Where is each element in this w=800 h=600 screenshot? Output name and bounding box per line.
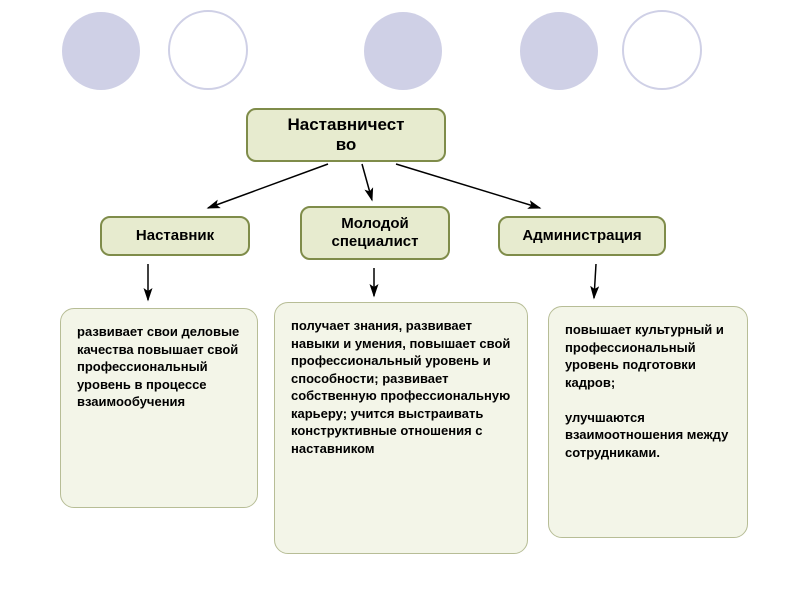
mid-box-young: Молодой специалист <box>300 206 450 260</box>
detail-box-young-d: получает знания, развивает навыки и умен… <box>274 302 528 554</box>
decor-circle <box>62 12 140 90</box>
mid-box-admin: Администрация <box>498 216 666 256</box>
decor-circle <box>364 12 442 90</box>
detail-box-mentor-d: развивает свои деловые качества повышает… <box>60 308 258 508</box>
mid-box-mentor: Наставник <box>100 216 250 256</box>
detail-box-admin-d: повышает культурный и профессиональный у… <box>548 306 748 538</box>
decor-circle <box>520 12 598 90</box>
root-box: Наставничест во <box>246 108 446 162</box>
decor-circle <box>168 10 248 90</box>
root-label: Наставничест во <box>287 115 404 156</box>
decor-circle <box>622 10 702 90</box>
